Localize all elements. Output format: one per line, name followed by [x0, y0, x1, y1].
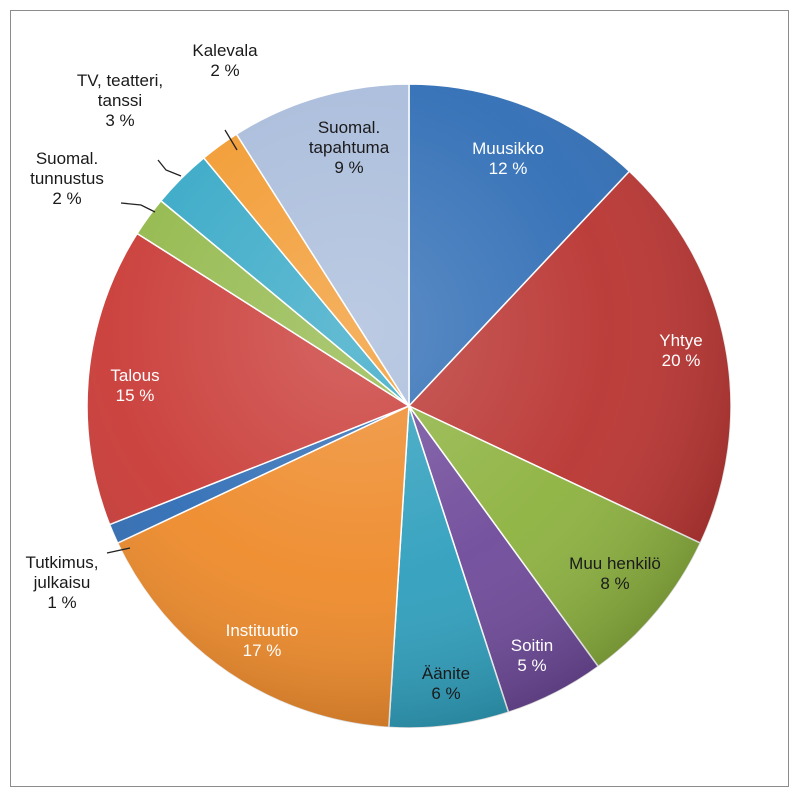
- slice-percent: 2 %: [210, 61, 239, 80]
- slice-name: julkaisu: [33, 573, 91, 592]
- slice-name: Tutkimus,: [25, 553, 98, 572]
- slice-percent: 12 %: [489, 159, 528, 178]
- slice-label-4: Soitin 5 %: [511, 636, 554, 675]
- slice-name: tunnustus: [30, 169, 104, 188]
- slice-label-10: TV, teatteri, tanssi 3 %: [77, 71, 163, 130]
- slice-name: Instituutio: [226, 621, 299, 640]
- slice-percent: 9 %: [334, 158, 363, 177]
- slice-name: Suomal.: [36, 149, 98, 168]
- slice-name: Muusikko: [472, 139, 544, 158]
- slice-name: tapahtuma: [309, 138, 390, 157]
- leader-line-11: [224, 129, 238, 151]
- slice-label-3: Muu henkilö 8 %: [569, 554, 661, 593]
- slice-name: TV, teatteri,: [77, 71, 163, 90]
- slice-name: tanssi: [98, 91, 142, 110]
- slice-label-9: Suomal. tunnustus 2 %: [30, 149, 104, 208]
- slice-label-2: Yhtye 20 %: [659, 331, 702, 370]
- slice-percent: 6 %: [431, 684, 460, 703]
- slice-label-5: Äänite 6 %: [422, 664, 470, 703]
- leader-line-9: [120, 202, 156, 213]
- slice-label-6: Instituutio 17 %: [226, 621, 299, 660]
- slice-percent: 3 %: [105, 111, 134, 130]
- slice-name: Talous: [110, 366, 159, 385]
- slice-name: Muu henkilö: [569, 554, 661, 573]
- slice-label-1: Muusikko 12 %: [472, 139, 544, 178]
- slice-percent: 8 %: [600, 574, 629, 593]
- slice-percent: 20 %: [662, 351, 701, 370]
- slice-percent: 17 %: [243, 641, 282, 660]
- slice-percent: 2 %: [52, 189, 81, 208]
- slice-label-11: Kalevala 2 %: [192, 41, 258, 80]
- slice-label-12: Suomal. tapahtuma 9 %: [309, 118, 390, 177]
- slice-percent: 5 %: [517, 656, 546, 675]
- slice-percent: 15 %: [116, 386, 155, 405]
- leader-line-10: [157, 159, 182, 177]
- slice-label-8: Talous 15 %: [110, 366, 159, 405]
- slice-name: Äänite: [422, 664, 470, 683]
- slice-name: Kalevala: [192, 41, 258, 60]
- slice-label-7: Tutkimus, julkaisu 1 %: [25, 553, 98, 612]
- slice-percent: 1 %: [47, 593, 76, 612]
- slice-name: Soitin: [511, 636, 554, 655]
- leader-line-7: [106, 547, 131, 554]
- slice-name: Yhtye: [659, 331, 702, 350]
- slice-name: Suomal.: [318, 118, 380, 137]
